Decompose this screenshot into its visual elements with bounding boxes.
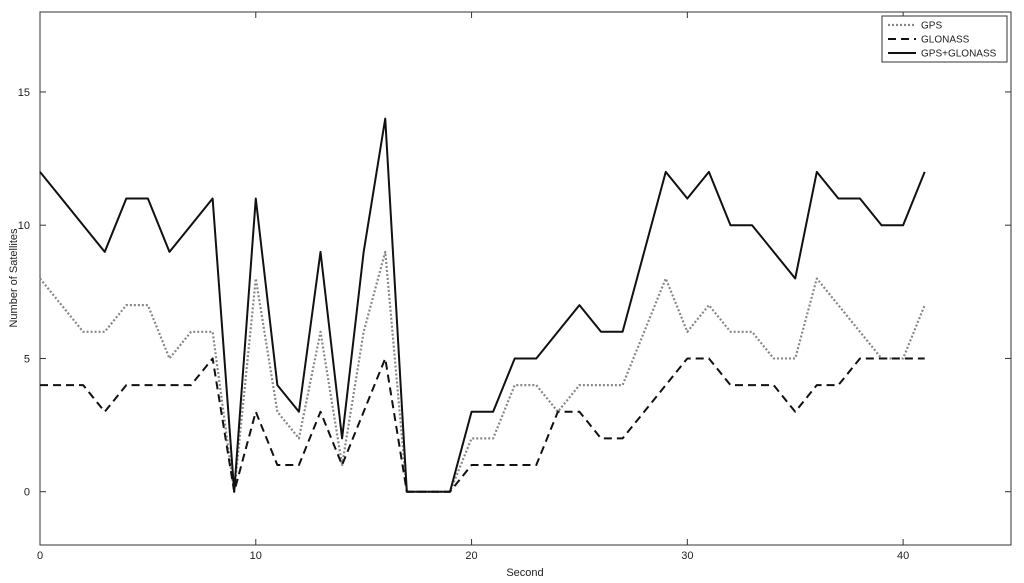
x-axis-label: Second — [506, 567, 543, 579]
legend-label: GPS — [921, 21, 942, 32]
series-line-gps — [39, 250, 926, 493]
plot-frame — [39, 11, 1012, 546]
y-axis-label: Number of Satellites — [8, 228, 20, 328]
x-tick-label: 10 — [250, 550, 262, 562]
x-tick-label: 40 — [897, 550, 909, 562]
axis-ticks: 0 10 20 30 40 0 5 10 15 — [18, 12, 1011, 562]
y-tick-label: 15 — [18, 87, 30, 99]
legend-label: GLONASS — [921, 35, 970, 46]
x-tick-label: 20 — [465, 550, 477, 562]
series-line-gps-glonass — [39, 117, 926, 493]
x-tick-label: 30 — [681, 550, 693, 562]
legend: GPS GLONASS GPS+GLONASS — [881, 15, 1008, 63]
y-tick-label: 0 — [24, 487, 30, 499]
legend-label: GPS+GLONASS — [921, 49, 997, 60]
series-layer — [39, 117, 926, 493]
y-tick-label: 5 — [24, 353, 30, 365]
x-tick-label: 0 — [37, 550, 43, 562]
y-tick-label: 10 — [18, 220, 30, 232]
series-line-glonass — [40, 357, 925, 493]
